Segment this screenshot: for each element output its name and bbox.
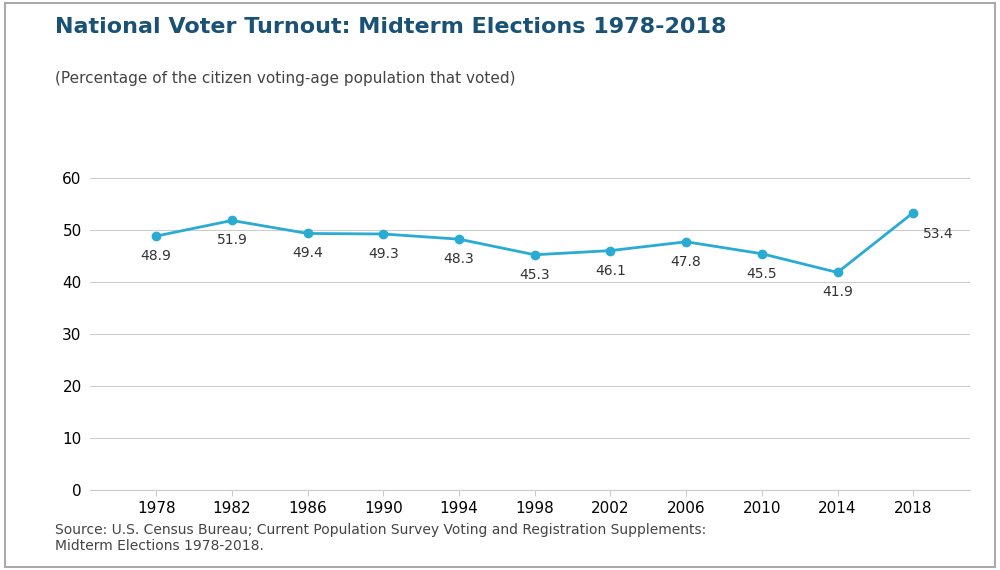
Text: 47.8: 47.8: [671, 255, 702, 269]
Text: 45.3: 45.3: [519, 268, 550, 282]
Text: (Percentage of the citizen voting-age population that voted): (Percentage of the citizen voting-age po…: [55, 71, 516, 86]
Text: 49.3: 49.3: [368, 247, 399, 261]
Text: 49.4: 49.4: [292, 246, 323, 260]
Text: National Voter Turnout: Midterm Elections 1978-2018: National Voter Turnout: Midterm Election…: [55, 17, 726, 37]
Text: 48.3: 48.3: [444, 252, 474, 266]
Text: 53.4: 53.4: [923, 227, 953, 241]
Text: 48.9: 48.9: [141, 249, 172, 263]
Text: 45.5: 45.5: [747, 267, 777, 281]
Text: 51.9: 51.9: [216, 234, 247, 247]
Text: 46.1: 46.1: [595, 263, 626, 278]
Text: 41.9: 41.9: [822, 286, 853, 299]
Text: Source: U.S. Census Bureau; Current Population Survey Voting and Registration Su: Source: U.S. Census Bureau; Current Popu…: [55, 523, 706, 553]
